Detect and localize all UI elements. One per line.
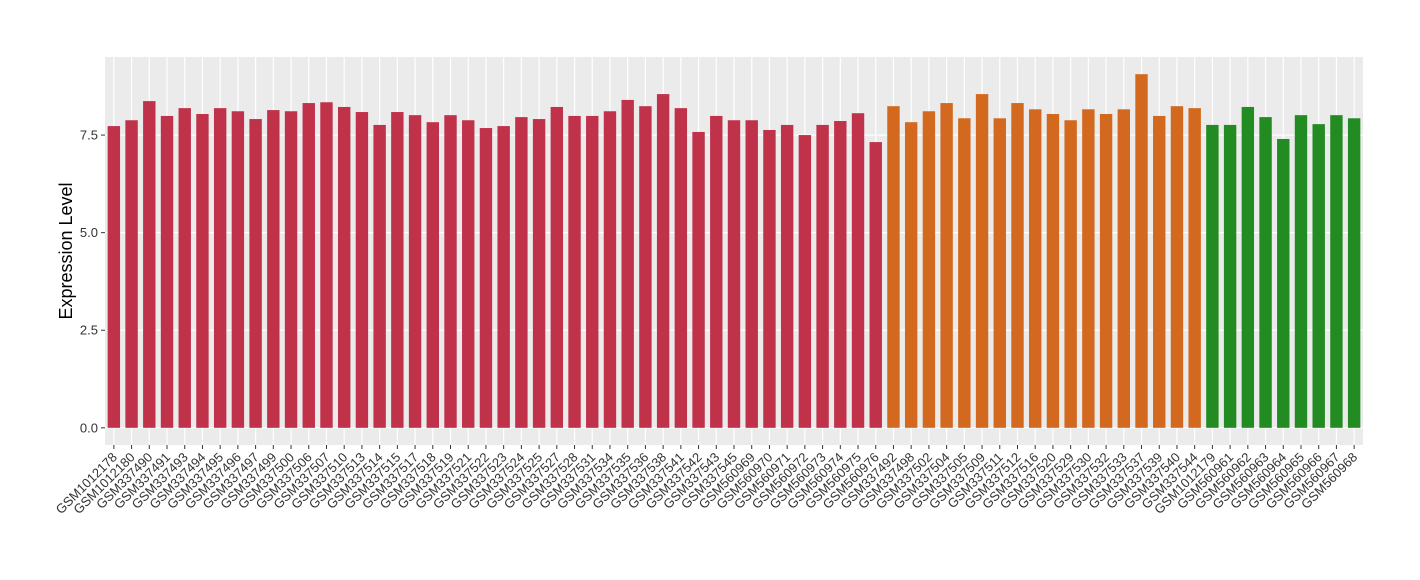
bar <box>1046 113 1060 428</box>
bar <box>408 115 422 428</box>
bar <box>160 115 174 428</box>
bar <box>1064 120 1077 428</box>
bar <box>975 94 989 428</box>
bar <box>515 117 528 428</box>
bar <box>745 120 758 428</box>
bar <box>532 119 546 428</box>
bar <box>302 103 315 428</box>
bar <box>1259 117 1272 428</box>
y-tick-label: 5.0 <box>80 225 98 240</box>
bar <box>125 120 138 428</box>
bar <box>940 103 953 428</box>
y-tick-label: 2.5 <box>80 323 98 338</box>
bar <box>621 99 634 428</box>
bar <box>603 111 617 428</box>
bar <box>904 122 918 428</box>
bar <box>727 120 741 428</box>
bar <box>1294 115 1308 428</box>
bar <box>267 110 280 428</box>
bar <box>143 101 156 428</box>
bar <box>639 106 652 428</box>
y-tick-label: 0.0 <box>80 420 98 435</box>
bar <box>834 121 847 428</box>
bar <box>1117 109 1131 428</box>
bar <box>1082 109 1095 428</box>
bar <box>1347 118 1361 428</box>
bar <box>1099 113 1113 428</box>
bar <box>958 118 971 428</box>
bar <box>674 108 688 428</box>
bar <box>213 108 227 428</box>
bar <box>444 115 457 428</box>
y-tick-label: 7.5 <box>80 128 98 143</box>
bar <box>355 112 369 428</box>
bar <box>1170 106 1184 428</box>
bar <box>479 128 493 428</box>
bar <box>780 124 794 428</box>
bar <box>710 115 723 428</box>
bar <box>249 119 262 428</box>
bar <box>763 129 776 428</box>
bar <box>1277 138 1290 428</box>
bar <box>550 106 564 428</box>
bar <box>231 111 245 428</box>
bar <box>887 106 900 428</box>
bar <box>993 118 1006 428</box>
bar <box>284 111 298 428</box>
bar <box>1312 124 1325 428</box>
bar <box>1029 109 1042 428</box>
bar <box>497 126 510 428</box>
bar <box>656 94 670 428</box>
bar <box>391 112 404 428</box>
bar <box>426 122 439 428</box>
bar <box>1330 115 1343 428</box>
bar <box>1011 103 1024 428</box>
bar <box>1188 108 1201 428</box>
bar <box>462 120 475 428</box>
y-axis-title: Expression Level <box>56 182 76 319</box>
bar <box>1135 74 1148 428</box>
bar <box>178 108 191 428</box>
bar <box>851 113 865 428</box>
bar <box>337 106 351 428</box>
bar <box>107 126 121 428</box>
bar <box>692 131 705 428</box>
bar <box>373 124 386 428</box>
bar <box>798 135 812 428</box>
bar <box>1153 115 1166 428</box>
bar <box>320 102 333 428</box>
bar <box>816 124 829 428</box>
bar <box>869 142 882 428</box>
bar <box>1241 106 1255 428</box>
bar <box>196 113 209 428</box>
bar <box>1206 124 1219 428</box>
bar <box>568 115 581 428</box>
bar <box>586 115 599 428</box>
bar <box>1223 124 1237 428</box>
bar <box>922 111 936 428</box>
